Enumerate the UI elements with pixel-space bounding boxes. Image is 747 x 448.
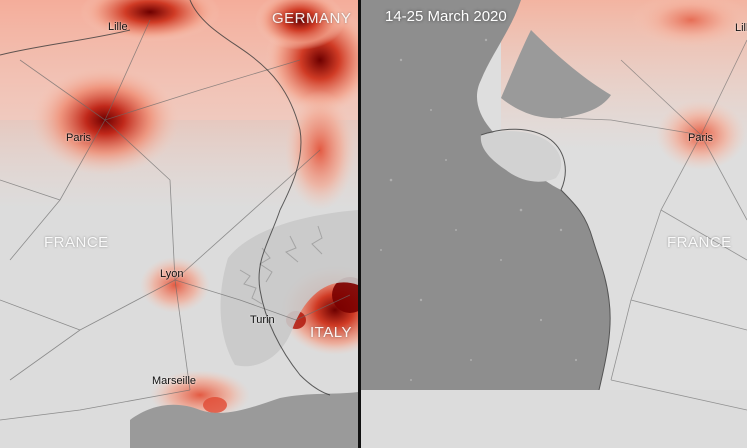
country-label-italy: ITALY <box>310 324 352 341</box>
brittany-land <box>480 131 562 182</box>
mediterranean-sea <box>130 392 358 448</box>
city-label-marseille: Marseille <box>152 375 197 387</box>
pollution-map-before <box>0 0 358 448</box>
atlantic-sea <box>361 0 611 390</box>
english-channel <box>501 30 611 119</box>
city-label-paris: Paris <box>66 132 92 144</box>
pollution-map-after <box>361 0 747 448</box>
hotspot-lyon <box>140 257 210 313</box>
coastline <box>480 128 611 391</box>
city-label-turin: Turin <box>250 314 275 326</box>
city-label-paris: Paris <box>688 132 714 144</box>
country-borders <box>0 0 331 396</box>
data-noise-speckle <box>380 38 578 381</box>
road-network <box>0 19 351 421</box>
map-panel-after: 14-25 March 2020 Lill Paris FRANCE <box>361 0 747 448</box>
hotspot-toulon <box>203 397 227 413</box>
city-label-lille: Lille <box>108 21 128 33</box>
country-label-france: FRANCE <box>44 234 109 251</box>
hotspot-benelux <box>80 0 220 42</box>
hotspot-germany <box>255 0 345 50</box>
date-range-label: 14-25 March 2020 <box>385 8 507 25</box>
country-label-france: FRANCE <box>667 234 732 251</box>
hotspot-lille <box>631 0 747 48</box>
road-network <box>560 39 747 411</box>
panel-divider <box>358 0 361 448</box>
city-label-lyon: Lyon <box>160 268 184 280</box>
city-label-lille: Lill <box>735 22 747 34</box>
map-panel-before: Lille Paris Lyon Turin Marseille GERMANY… <box>0 0 358 448</box>
hotspot-milan <box>332 277 358 313</box>
alps-relief <box>220 210 358 367</box>
land-south <box>361 390 747 448</box>
country-label-germany: GERMANY <box>272 10 352 27</box>
